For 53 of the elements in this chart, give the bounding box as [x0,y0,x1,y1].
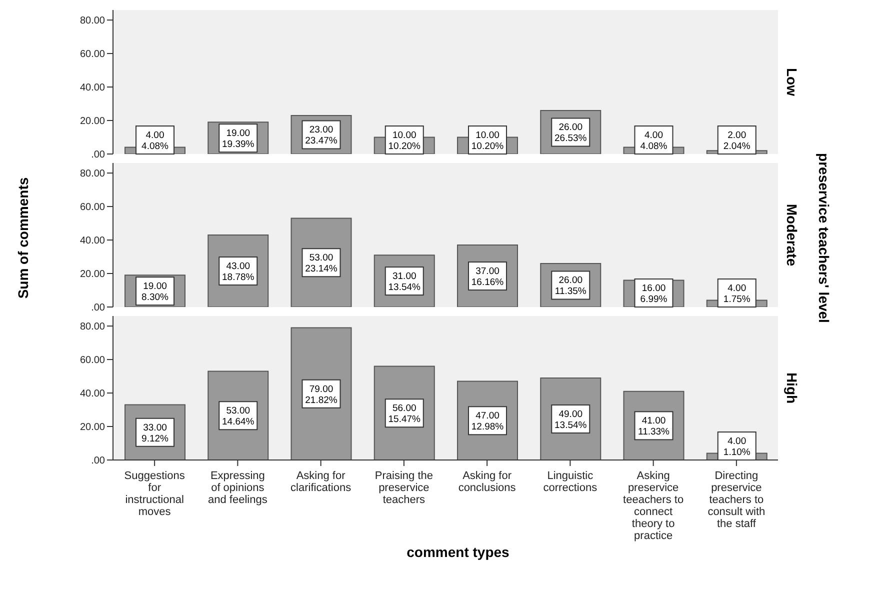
y-tick-label: 80.00 [80,322,106,333]
y-axis-title: Sum of comments [15,177,31,299]
data-label: 4.00 4.08% [142,130,170,152]
x-tick-label: Asking preservice teeachers to connect theory to practice [623,470,684,542]
y-tick-label: 20.00 [80,269,106,280]
x-tick-label: Linguistic corrections [543,470,598,494]
x-tick-label: Asking for clarifications [290,470,352,494]
data-label: 10.00 10.20% [471,130,504,152]
data-label: 26.00 11.35% [554,275,587,298]
y-tick-label: 40.00 [80,236,106,247]
text: Low [784,68,800,96]
x-tick-label: Expressing of opinions and feelings [208,470,268,506]
data-label: 23.00 23.47% [305,124,338,147]
y-tick-label: 40.00 [80,82,106,94]
data-label: 4.00 1.10% [723,436,751,458]
data-label: 49.00 13.54% [554,408,588,431]
data-label: 53.00 14.64% [222,406,255,428]
data-label: 53.00 23.14% [305,252,338,275]
y-tick-label: 80.00 [80,16,106,27]
data-label: 33.00 9.12% [142,422,170,444]
data-label: 37.00 16.16% [471,266,504,288]
x-tick-label: Asking for conclusions [458,470,516,494]
y-tick-label: .00 [91,150,106,161]
y-tick-label: .00 [91,456,106,467]
y2-axis-title: preservice teachers' level [816,153,832,323]
y-tick-label: 60.00 [80,355,106,366]
y-tick-label: 20.00 [80,422,106,434]
y-tick-label: 60.00 [80,202,106,214]
y-tick-label: .00 [91,302,106,314]
y-tick-label: 60.00 [80,49,106,60]
data-label: 4.00 4.08% [640,130,668,152]
data-label: 19.00 8.30% [142,281,170,304]
y-tick-label: 20.00 [80,116,106,128]
data-label: 16.00 6.99% [640,283,668,305]
data-label: 56.00 15.47% [388,403,422,426]
x-tick-label: Suggestions for instructional moves [124,470,186,518]
x-tick-label: Praising the preservice teachers [374,470,433,506]
x-tick-label: Directing preservice teachers to consult with the staff [708,470,766,530]
data-label: 43.00 18.78% [222,261,255,283]
text: High [784,372,800,404]
data-label: 10.00 10.20% [388,130,422,152]
data-label: 79.00 21.82% [305,384,338,406]
data-label: 26.00 26.53% [554,122,588,144]
data-label: 2.00 2.04% [723,130,751,152]
y-tick-label: 40.00 [80,388,106,400]
data-label: 41.00 11.33% [638,416,670,438]
text: Moderate [784,204,800,266]
data-label: 31.00 13.54% [388,271,422,294]
y-tick-label: 80.00 [80,168,106,180]
x-axis-title: comment types [406,544,510,560]
data-label: 19.00 19.39% [222,128,255,150]
data-label: 47.00 12.98% [471,410,504,433]
data-label: 4.00 1.75% [723,283,751,305]
